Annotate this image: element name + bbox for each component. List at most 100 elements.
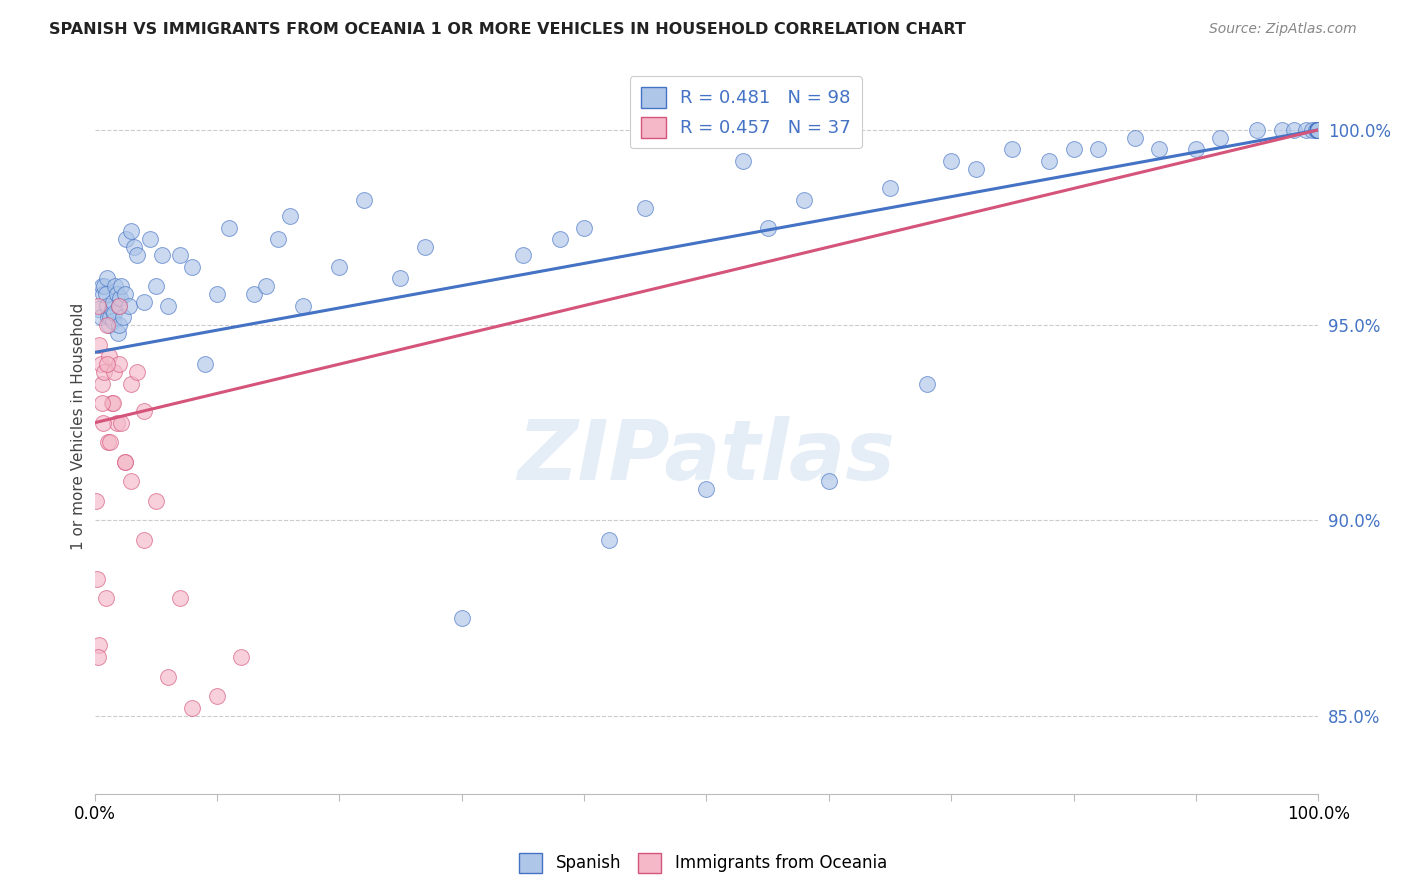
Point xyxy=(108,357,131,371)
Point xyxy=(90,396,112,410)
Point xyxy=(1308,123,1330,137)
Point xyxy=(1308,123,1330,137)
Point xyxy=(138,232,160,246)
Point xyxy=(105,286,128,301)
Point xyxy=(1308,123,1330,137)
Point xyxy=(87,302,110,317)
Point xyxy=(254,279,277,293)
Point xyxy=(107,326,129,340)
Point xyxy=(218,220,240,235)
Point xyxy=(291,299,314,313)
Point xyxy=(695,482,717,496)
Point xyxy=(120,376,142,391)
Point xyxy=(96,299,118,313)
Point xyxy=(91,416,114,430)
Point xyxy=(1038,154,1060,169)
Point xyxy=(965,161,987,176)
Text: ZIPatlas: ZIPatlas xyxy=(517,416,896,497)
Point xyxy=(1308,123,1330,137)
Point xyxy=(205,286,228,301)
Point xyxy=(122,240,145,254)
Point xyxy=(1308,123,1330,137)
Point xyxy=(1308,123,1330,137)
Point xyxy=(512,248,534,262)
Point xyxy=(108,299,131,313)
Point xyxy=(1308,123,1330,137)
Point xyxy=(120,224,142,238)
Point xyxy=(1185,142,1208,156)
Point xyxy=(1308,123,1330,137)
Point xyxy=(96,318,118,332)
Y-axis label: 1 or more Vehicles in Household: 1 or more Vehicles in Household xyxy=(72,303,86,550)
Point xyxy=(1308,123,1330,137)
Point xyxy=(100,435,122,450)
Point xyxy=(145,493,167,508)
Point xyxy=(1209,130,1232,145)
Point xyxy=(150,248,173,262)
Point xyxy=(101,314,124,328)
Point xyxy=(97,310,120,325)
Text: Source: ZipAtlas.com: Source: ZipAtlas.com xyxy=(1209,22,1357,37)
Point xyxy=(205,689,228,703)
Point xyxy=(1087,142,1109,156)
Point xyxy=(110,279,132,293)
Point xyxy=(93,365,115,379)
Point xyxy=(90,310,112,325)
Point xyxy=(1308,123,1330,137)
Point xyxy=(598,533,620,547)
Point xyxy=(756,220,779,235)
Point xyxy=(1301,123,1323,137)
Point xyxy=(181,260,204,274)
Point xyxy=(127,365,149,379)
Point xyxy=(450,611,472,625)
Point xyxy=(110,416,132,430)
Point xyxy=(634,201,657,215)
Point xyxy=(93,279,115,293)
Point xyxy=(280,209,302,223)
Point xyxy=(87,299,110,313)
Point xyxy=(915,376,938,391)
Point xyxy=(96,271,118,285)
Point xyxy=(105,416,128,430)
Point xyxy=(389,271,412,285)
Point xyxy=(194,357,217,371)
Point xyxy=(91,286,114,301)
Point xyxy=(127,248,149,262)
Point xyxy=(156,669,179,683)
Point xyxy=(1308,123,1330,137)
Point xyxy=(1001,142,1024,156)
Point xyxy=(86,572,108,586)
Point xyxy=(1063,142,1085,156)
Point xyxy=(1308,123,1330,137)
Point xyxy=(104,279,127,293)
Point xyxy=(108,299,131,313)
Point xyxy=(1147,142,1170,156)
Point xyxy=(98,318,121,332)
Point xyxy=(413,240,436,254)
Point xyxy=(94,591,117,606)
Point xyxy=(1308,123,1330,137)
Point xyxy=(817,475,839,489)
Point xyxy=(242,286,264,301)
Point xyxy=(793,193,815,207)
Point xyxy=(89,337,111,351)
Point xyxy=(108,318,131,332)
Point xyxy=(941,154,963,169)
Point xyxy=(353,193,375,207)
Point xyxy=(1282,123,1305,137)
Point xyxy=(103,365,125,379)
Point xyxy=(84,493,107,508)
Point xyxy=(132,404,155,418)
Point xyxy=(169,591,191,606)
Point xyxy=(115,232,138,246)
Point xyxy=(1308,123,1330,137)
Point xyxy=(118,299,141,313)
Point xyxy=(98,349,121,363)
Point xyxy=(879,181,901,195)
Point xyxy=(231,650,253,665)
Point xyxy=(1123,130,1146,145)
Point xyxy=(100,396,122,410)
Point xyxy=(90,279,112,293)
Text: SPANISH VS IMMIGRANTS FROM OCEANIA 1 OR MORE VEHICLES IN HOUSEHOLD CORRELATION C: SPANISH VS IMMIGRANTS FROM OCEANIA 1 OR … xyxy=(49,22,966,37)
Point xyxy=(145,279,167,293)
